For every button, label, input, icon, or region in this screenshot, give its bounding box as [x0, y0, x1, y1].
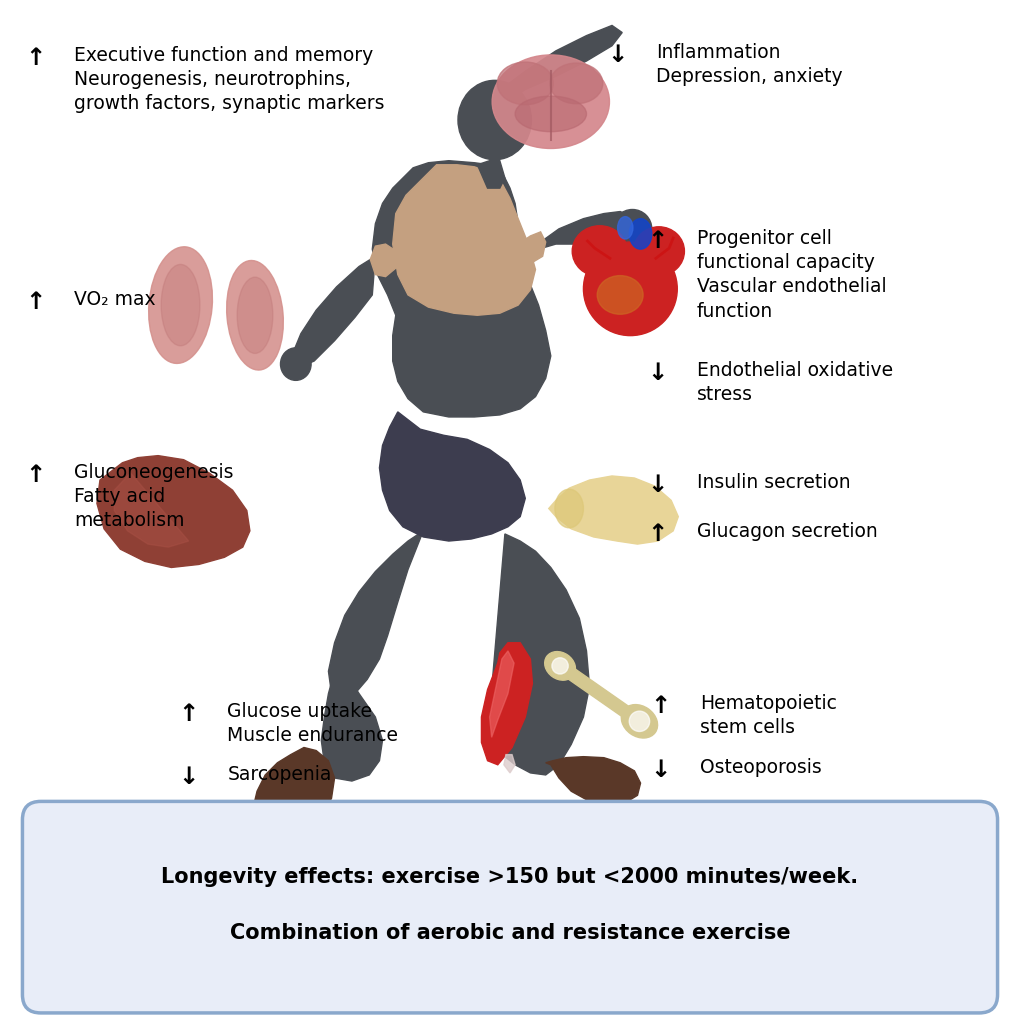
FancyBboxPatch shape	[22, 801, 997, 1013]
Text: Gluconeogenesis
Fatty acid
metabolism: Gluconeogenesis Fatty acid metabolism	[74, 463, 233, 530]
Text: Progenitor cell
functional capacity
Vascular endothelial
function: Progenitor cell functional capacity Vasc…	[696, 229, 886, 320]
Polygon shape	[489, 651, 514, 737]
Ellipse shape	[554, 489, 583, 528]
Text: ↓: ↓	[178, 765, 199, 789]
Ellipse shape	[149, 247, 212, 363]
Text: ↑: ↑	[647, 229, 667, 253]
Polygon shape	[481, 643, 532, 765]
Polygon shape	[477, 161, 504, 188]
Ellipse shape	[633, 227, 684, 276]
Polygon shape	[503, 755, 515, 773]
Text: VO₂ max: VO₂ max	[74, 290, 156, 309]
Polygon shape	[328, 531, 423, 700]
Text: Inflammation
Depression, anxiety: Inflammation Depression, anxiety	[655, 43, 842, 86]
Polygon shape	[97, 456, 250, 567]
Polygon shape	[293, 256, 375, 368]
Ellipse shape	[629, 219, 651, 249]
Polygon shape	[392, 165, 535, 315]
Ellipse shape	[226, 260, 283, 370]
Polygon shape	[321, 671, 382, 781]
Text: Osteoporosis: Osteoporosis	[699, 758, 820, 777]
Text: ↓: ↓	[650, 758, 671, 782]
Ellipse shape	[544, 652, 575, 680]
Ellipse shape	[515, 96, 586, 131]
Text: Sarcopenia: Sarcopenia	[227, 765, 331, 784]
Ellipse shape	[597, 276, 643, 314]
Polygon shape	[548, 476, 678, 544]
Polygon shape	[114, 473, 189, 547]
Circle shape	[629, 711, 649, 731]
Text: ↑: ↑	[25, 463, 46, 487]
Text: Executive function and memory
Neurogenesis, neurotrophins,
growth factors, synap: Executive function and memory Neurogenes…	[74, 46, 384, 113]
Ellipse shape	[549, 63, 602, 104]
Ellipse shape	[492, 55, 609, 148]
Polygon shape	[518, 232, 545, 262]
Polygon shape	[545, 757, 640, 805]
Ellipse shape	[583, 242, 677, 336]
Ellipse shape	[572, 226, 627, 277]
Ellipse shape	[280, 348, 311, 380]
Text: ↓: ↓	[647, 473, 667, 497]
Text: Insulin secretion: Insulin secretion	[696, 473, 850, 492]
Polygon shape	[487, 534, 589, 775]
Polygon shape	[499, 25, 622, 97]
Ellipse shape	[161, 264, 200, 346]
Polygon shape	[372, 161, 550, 417]
Ellipse shape	[236, 277, 273, 354]
Polygon shape	[538, 212, 630, 249]
Ellipse shape	[458, 80, 531, 160]
Polygon shape	[379, 412, 525, 541]
Text: ↓: ↓	[647, 361, 667, 385]
Text: ↓: ↓	[606, 43, 627, 67]
Polygon shape	[556, 661, 642, 726]
Ellipse shape	[497, 62, 552, 105]
Polygon shape	[253, 747, 334, 834]
Ellipse shape	[621, 705, 657, 738]
Text: Combination of aerobic and resistance exercise: Combination of aerobic and resistance ex…	[229, 922, 790, 943]
Ellipse shape	[612, 210, 651, 248]
Text: ↑: ↑	[650, 694, 671, 718]
Text: ↑: ↑	[25, 46, 46, 70]
Text: ↑: ↑	[178, 702, 199, 726]
Text: Glucose uptake
Muscle endurance: Glucose uptake Muscle endurance	[227, 702, 398, 745]
Text: ↑: ↑	[647, 522, 667, 546]
Text: Endothelial oxidative
stress: Endothelial oxidative stress	[696, 361, 892, 405]
Polygon shape	[370, 244, 397, 277]
Text: Glucagon secretion: Glucagon secretion	[696, 522, 876, 541]
Ellipse shape	[618, 217, 632, 239]
Text: Longevity effects: exercise >150 but <2000 minutes/week.: Longevity effects: exercise >150 but <20…	[161, 866, 858, 887]
Text: Hematopoietic
stem cells: Hematopoietic stem cells	[699, 694, 836, 737]
Circle shape	[551, 658, 568, 674]
Text: ↑: ↑	[25, 290, 46, 314]
